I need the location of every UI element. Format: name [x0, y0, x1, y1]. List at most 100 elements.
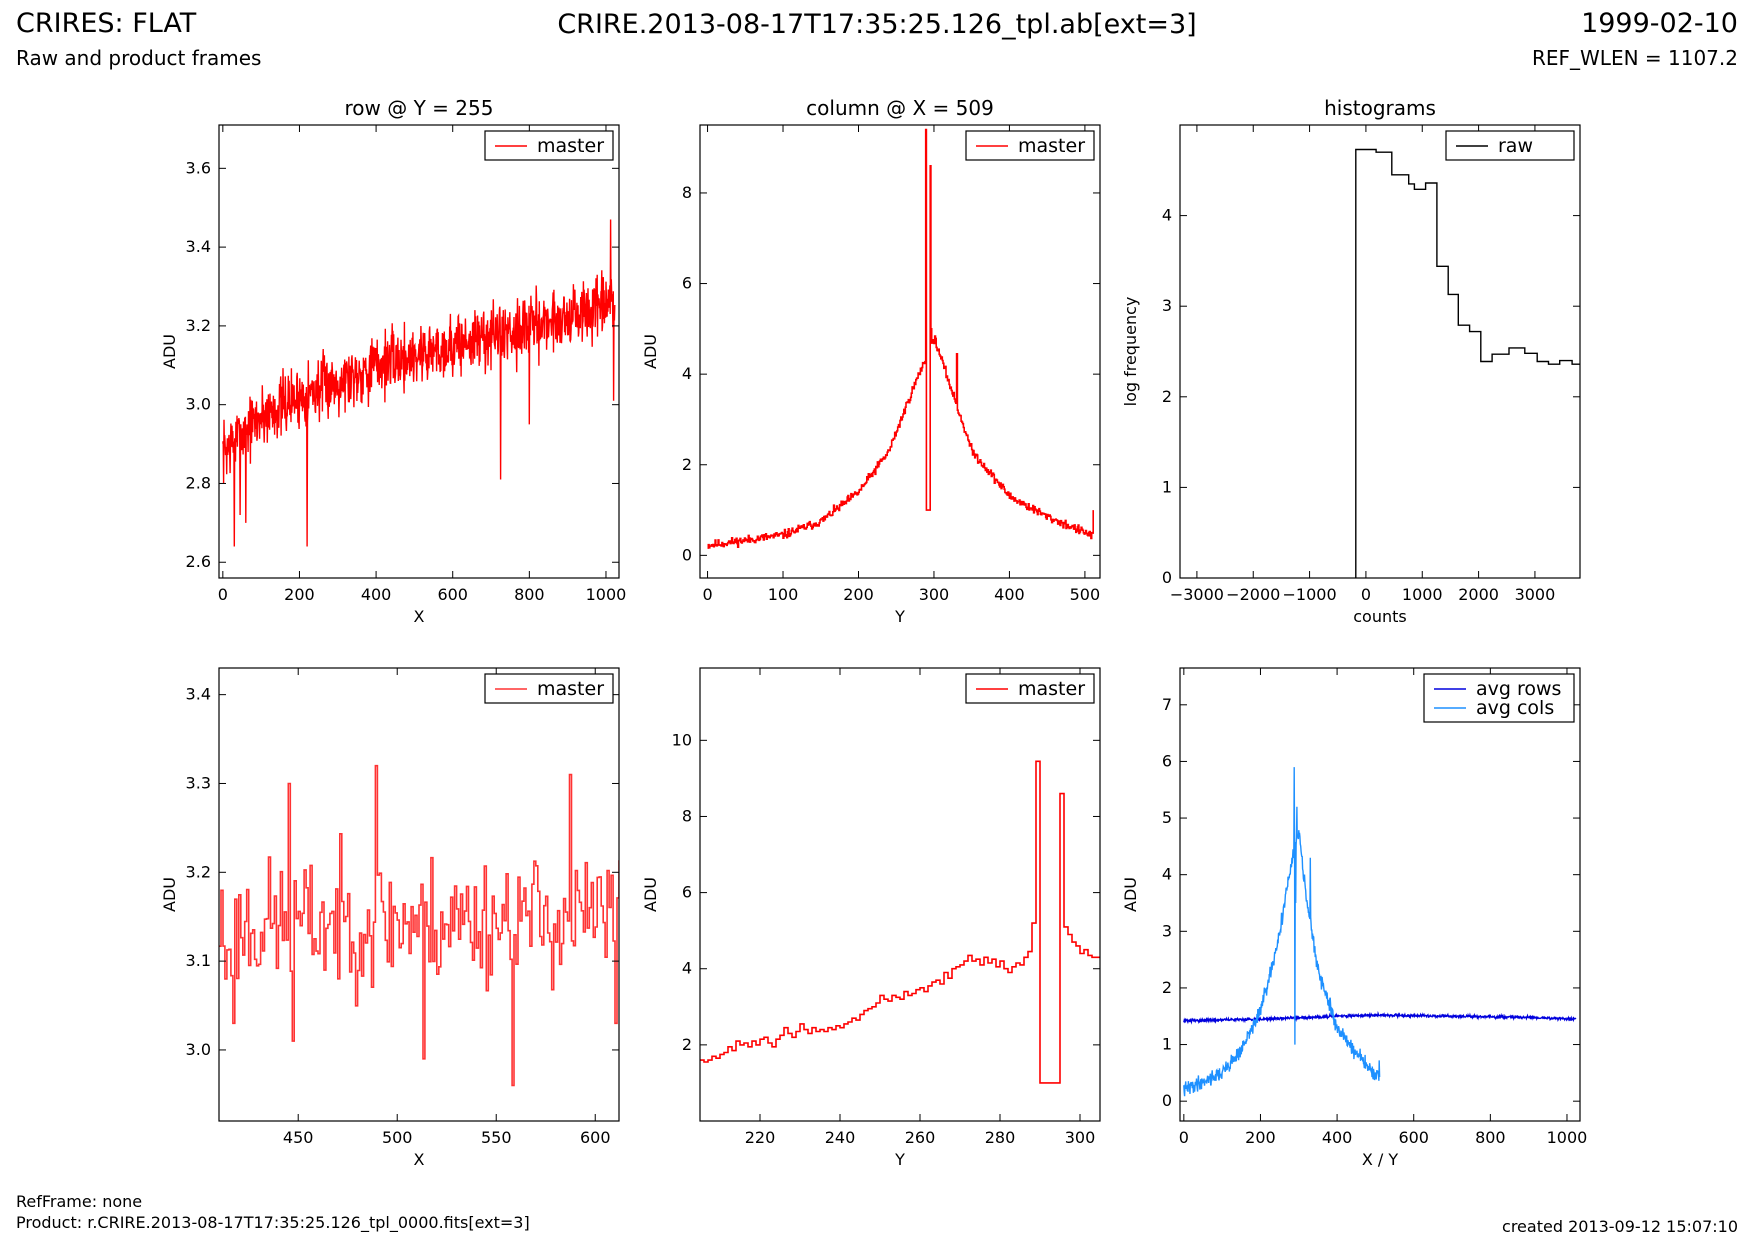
y-axis-label: log frequency [1121, 297, 1140, 407]
x-axis-label: X / Y [1362, 1150, 1399, 1169]
x-tick-label: 600 [437, 585, 468, 604]
chart-row-zoom: 450 500 550 600 3.0 3.1 3.2 3.3 3.4 X ADU master [160, 667, 620, 1169]
x-tick-label: 0 [1179, 1128, 1189, 1147]
x-tick-label: 800 [1475, 1128, 1506, 1147]
product-label: Product: r.CRIRE.2013-08-17T17:35:25.126… [16, 1213, 530, 1233]
plot-frame [218, 124, 620, 579]
plot-frame [218, 667, 620, 1122]
panels: 0 200 400 600 800 10002.62.83.03.23.43.6XADUr… [160, 96, 1587, 1169]
ref-wlen-label: REF_WLEN = 1107.2 [1532, 46, 1738, 70]
legend-label: master [1018, 678, 1085, 700]
x-tick-label: 1000 [586, 585, 627, 604]
x-axis-label: Y [894, 607, 905, 626]
series-line-row-full-0 [222, 219, 616, 547]
plot-frame [1179, 667, 1581, 1122]
y-axis-label: ADU [160, 877, 179, 912]
legend-label: master [537, 135, 604, 157]
y-tick-label: 6 [1162, 751, 1172, 770]
x-tick-label: 3000 [1515, 585, 1556, 604]
x-tick-label: 1000 [1402, 585, 1443, 604]
y-tick-label: 6 [682, 274, 692, 293]
y-tick-label: 5 [1162, 808, 1172, 827]
chart-title: histograms [1324, 96, 1436, 120]
chart-row-full: 0 200 400 600 800 1000 2.6 2.8 3.0 3.2 3.4 3.6 X ADU r… [160, 96, 626, 626]
chart-col-zoom: 220 240 260 280 300 2 4 6 8 10 Y ADU master [641, 667, 1101, 1169]
x-tick-label: 600 [580, 1128, 611, 1147]
chart-col-full: 0 100 200 300 400 500 0 2 4 6 8 Y ADU column @ X = 50… [641, 96, 1101, 626]
x-tick-label: 450 [283, 1128, 314, 1147]
series-line-hist-0 [1355, 148, 1580, 578]
y-tick-label: 2 [1162, 387, 1172, 406]
plot-frame [699, 667, 1101, 1122]
y-axis-label: ADU [641, 877, 660, 912]
x-tick-label: 220 [745, 1128, 776, 1147]
x-tick-label: 240 [825, 1128, 856, 1147]
series-line-col-full-0 [707, 128, 1094, 549]
y-tick-label: 8 [682, 183, 692, 202]
y-axis-label: ADU [1121, 877, 1140, 912]
legend-box [1423, 673, 1575, 723]
y-tick-label: 0 [1162, 568, 1172, 587]
x-tick-label: 0 [702, 585, 712, 604]
legend-label: avg cols [1476, 697, 1554, 719]
y-tick-label: 3 [1162, 921, 1172, 940]
y-tick-label: 4 [682, 959, 692, 978]
y-tick-label: 4 [682, 364, 692, 383]
x-tick-label: 200 [843, 585, 874, 604]
x-tick-label: 400 [1322, 1128, 1353, 1147]
x-tick-label: 100 [768, 585, 799, 604]
y-tick-label: 3.1 [186, 951, 211, 970]
y-tick-label: 3.4 [186, 685, 211, 704]
figure-subtitle: Raw and product frames [16, 46, 261, 70]
x-tick-label: 200 [1245, 1128, 1276, 1147]
y-tick-label: 2 [682, 1035, 692, 1054]
legend: master [484, 130, 614, 161]
y-tick-label: 4 [1162, 206, 1172, 225]
y-tick-label: 7 [1162, 695, 1172, 714]
plot-frame [1179, 124, 1581, 579]
x-axis-label: Y [894, 1150, 905, 1169]
y-tick-label: 1 [1162, 477, 1172, 496]
x-tick-label: 0 [1361, 585, 1371, 604]
x-tick-label: 260 [905, 1128, 936, 1147]
y-tick-label: 3.3 [186, 773, 211, 792]
legend-label: master [1018, 135, 1085, 157]
x-tick-label: −1000 [1283, 585, 1337, 604]
y-axis-label: ADU [641, 334, 660, 369]
x-tick-label: 2000 [1458, 585, 1499, 604]
y-tick-label: 8 [682, 806, 692, 825]
y-tick-label: 4 [1162, 865, 1172, 884]
figure-title: CRIRES: FLAT [16, 8, 197, 39]
x-axis-label: counts [1353, 607, 1406, 626]
y-tick-label: 3.6 [186, 158, 211, 177]
y-tick-label: 3.4 [186, 237, 211, 256]
x-tick-label: 500 [1070, 585, 1101, 604]
y-tick-label: 0 [682, 545, 692, 564]
chart-title: column @ X = 509 [806, 96, 994, 120]
y-tick-label: 2.6 [186, 552, 211, 571]
x-tick-label: 0 [218, 585, 228, 604]
series-line-avg-0 [1183, 1010, 1577, 1025]
chart-hist: −3000 −2000 −1000 0 1000 2000 3000 0 1 2 3 4 counts l… [1121, 96, 1581, 626]
y-tick-label: 3.0 [186, 1040, 211, 1059]
x-tick-label: 500 [382, 1128, 413, 1147]
chart-avg: 0 200 400 600 800 1000 0 1 2 3 4 5 6 7 X / Y ADU avg row… [1121, 667, 1588, 1169]
y-tick-label: 6 [682, 883, 692, 902]
date-label: 1999-02-10 [1581, 8, 1738, 39]
x-tick-label: 550 [481, 1128, 512, 1147]
x-tick-label: 300 [1065, 1128, 1096, 1147]
x-tick-label: 280 [985, 1128, 1016, 1147]
y-tick-label: 3.2 [186, 316, 211, 335]
x-tick-label: 1000 [1547, 1128, 1588, 1147]
legend-label: master [537, 678, 604, 700]
y-tick-label: 0 [1162, 1091, 1172, 1110]
chart-title: row @ Y = 255 [345, 96, 494, 120]
x-tick-label: 300 [919, 585, 950, 604]
x-tick-label: 400 [994, 585, 1025, 604]
legend: master [484, 673, 614, 704]
x-axis-label: X [414, 607, 425, 626]
y-tick-label: 3.2 [186, 862, 211, 881]
x-tick-label: 600 [1398, 1128, 1429, 1147]
